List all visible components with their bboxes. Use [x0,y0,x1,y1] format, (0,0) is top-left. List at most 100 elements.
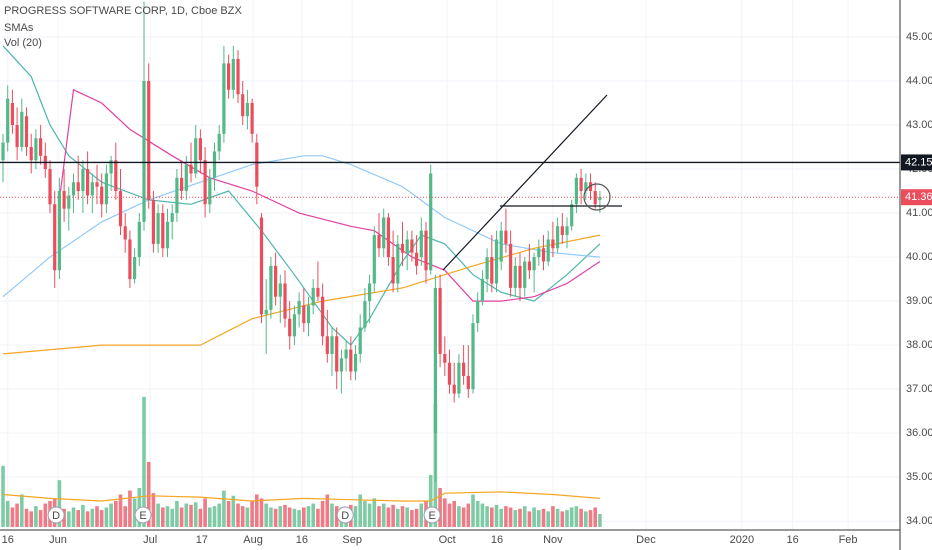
candle-body [429,173,433,271]
candle-body [20,111,24,148]
volume-bar [466,503,471,527]
candle-body [598,197,602,200]
volume-bar [560,511,565,527]
volume-bar [579,508,583,527]
volume-bar [443,498,447,527]
candle-body [245,103,250,117]
candle-body [194,138,198,174]
volume-bar [151,493,156,527]
volume-bar [90,508,95,527]
volume-bar [114,500,118,527]
candle-body [165,221,170,249]
candle-body [509,243,513,288]
candle-body [424,230,428,271]
candle-body [570,204,574,227]
volume-bar [518,508,522,527]
candle-body [203,160,207,205]
y-tick-label: 38.00 [906,339,932,351]
y-tick-label: 43.00 [906,119,932,131]
volume-bar [311,503,316,527]
candle-body [410,239,414,253]
candle-body [560,226,564,236]
candle-body [335,336,339,372]
volume-bar [292,508,297,527]
volume-bar [170,508,175,527]
candle-body [170,213,174,222]
volume-bar [494,504,499,527]
volume-bar [396,508,400,527]
candle-body [255,142,259,187]
candle-body [344,349,348,359]
volume-bar [165,506,170,527]
candle-body [114,160,118,192]
volume-bar [255,494,259,527]
volume-bar [325,494,330,527]
candle-body [241,94,245,117]
candle-body [100,186,104,205]
candle-body [39,138,43,156]
candle-body [311,287,315,306]
candle-body [452,384,456,394]
candle-body [471,323,475,390]
volume-bar [189,504,193,527]
candle-body [48,169,52,205]
candle-body [396,243,400,284]
candle-layer [1,1,602,482]
volume-bar [208,507,212,527]
candle-body [208,177,212,205]
candle-body [349,349,353,372]
candle-body [259,217,264,315]
y-tick-label: 37.00 [906,383,932,395]
volume-bar [1,465,5,527]
volume-bar [236,503,240,527]
candle-body [118,191,123,227]
volume-bar [57,480,62,527]
volume-bar [367,503,372,527]
candle-body [128,239,132,280]
candle-body [137,221,141,258]
volume-bar [104,507,109,527]
candle-body [269,265,273,310]
event-marker [423,506,441,524]
volume-bar [386,507,391,527]
volume-bar [146,461,151,527]
volume-bar [414,508,419,527]
candle-body [62,191,66,209]
x-tick-label: Oct [439,534,456,546]
volume-bar [353,506,358,527]
volume-bar [240,506,245,527]
candle-body [565,226,569,236]
candle-body [419,230,423,258]
volume-bar [490,507,494,527]
candle-body [358,327,362,354]
volume-bar [67,511,71,527]
volume-bar [10,507,15,527]
volume-bar [527,511,532,527]
candle-body [212,151,217,178]
volume-bar [273,508,278,527]
candle-body [250,103,254,134]
volume-bar [198,508,203,527]
candle-body [283,283,287,319]
candle-body [109,160,113,174]
volume-bar [522,506,527,527]
candle-body [584,182,588,192]
x-tick-label: Jul [143,534,157,546]
y-tick-label: 41.00 [906,207,932,219]
volume-bar [283,504,287,527]
candle-body [462,362,466,376]
indicator-label: SMAs [4,22,34,34]
candle-body [297,301,301,315]
candle-body [156,213,160,244]
candle-body [133,257,137,280]
candle-body [147,80,151,200]
candle-body [81,169,85,192]
volume-bar [29,511,34,527]
y-tick-label: 44.00 [906,75,932,87]
volume-bar [363,500,367,527]
candle-body [71,182,76,196]
candle-body [504,230,508,244]
volume-bar [584,511,588,527]
